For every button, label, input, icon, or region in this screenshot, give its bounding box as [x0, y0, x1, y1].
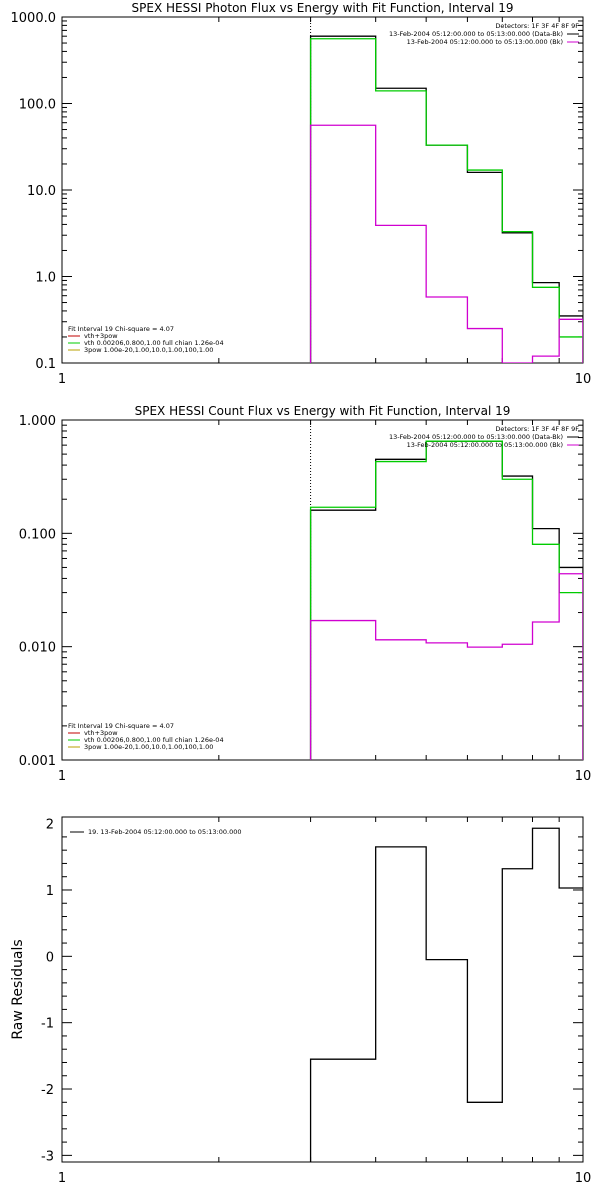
- y-tick-label: 0: [46, 950, 54, 965]
- fit-legend-title: Fit Interval 19 Chi-square = 4.07: [68, 325, 174, 333]
- y-tick-label: 1.000: [19, 414, 56, 429]
- plot-frame: [61, 16, 584, 364]
- y-tick-label: 0.001: [19, 754, 56, 769]
- series-1-histogram: [309, 440, 583, 760]
- y-tick-label: 10.0: [27, 184, 56, 199]
- data-area: [309, 17, 583, 363]
- y-tick-label: -2: [41, 1083, 54, 1098]
- time-range-legend-label: 13-Feb-2004 05:12:00.000 to 05:13:00.000…: [389, 30, 563, 38]
- plot-frame: [61, 816, 584, 1163]
- fit-legend-label: vth+3pow: [84, 729, 118, 737]
- series-3-histogram: [309, 573, 583, 760]
- y-tick-label: 0.010: [19, 641, 56, 656]
- x-tick-label: 10: [575, 372, 592, 387]
- series-1-histogram: [309, 35, 583, 363]
- plot-frame: [61, 419, 584, 761]
- fit-legend-label: vth+3pow: [84, 332, 118, 340]
- y-tick-label: -1: [41, 1017, 54, 1032]
- series-2-histogram: [309, 440, 583, 760]
- y-tick-label: 2: [46, 818, 54, 833]
- fit-legend-title: Fit Interval 19 Chi-square = 4.07: [68, 722, 174, 730]
- residual-legend-label: 19. 13-Feb-2004 05:12:00.000 to 05:13:00…: [88, 828, 241, 836]
- fit-legend-label: vth 0.00206,0.800,1.00 full chian 1.26e-…: [84, 736, 224, 744]
- chart-panel-2: [61, 419, 584, 761]
- y-tick-label: 1000.0: [11, 11, 57, 26]
- chart-panel-3: [61, 816, 584, 1163]
- y-axis-label: Raw Residuals: [10, 939, 26, 1039]
- series-2-histogram: [309, 38, 583, 363]
- y-tick-label: 0.1: [35, 357, 56, 372]
- data-area: [309, 420, 583, 760]
- x-tick-label: 1: [58, 372, 66, 387]
- y-tick-label: 0.100: [19, 527, 56, 542]
- y-tick-label: 1.0: [35, 271, 56, 286]
- x-tick-label: 1: [58, 1171, 66, 1186]
- chart-panel-1: [61, 16, 584, 364]
- data-area: [309, 827, 583, 1162]
- x-tick-label: 10: [575, 1171, 592, 1186]
- fit-legend-label: 3pow 1.00e-20,1.00,10.0,1.00,100,1.00: [84, 743, 213, 751]
- y-tick-label: -3: [41, 1149, 54, 1164]
- fit-legend-label: 3pow 1.00e-20,1.00,10.0,1.00,100,1.00: [84, 346, 213, 354]
- detectors-label: Detectors: 1F 3F 4F 8F 9F: [495, 22, 579, 30]
- detectors-label: Detectors: 1F 3F 4F 8F 9F: [495, 425, 579, 433]
- y-tick-label: 100.0: [19, 98, 56, 113]
- chart-title: SPEX HESSI Count Flux vs Energy with Fit…: [135, 404, 511, 418]
- y-tick-label: 1: [46, 884, 54, 899]
- time-range-legend-label: 13-Feb-2004 05:12:00.000 to 05:13:00.000…: [407, 38, 563, 46]
- time-range-legend-label: 13-Feb-2004 05:12:00.000 to 05:13:00.000…: [407, 441, 563, 449]
- chart-title: SPEX HESSI Photon Flux vs Energy with Fi…: [132, 1, 514, 15]
- series-1-histogram: [309, 827, 583, 1162]
- time-range-legend-label: 13-Feb-2004 05:12:00.000 to 05:13:00.000…: [389, 433, 563, 441]
- series-3-histogram: [309, 124, 583, 363]
- x-tick-label: 1: [58, 769, 66, 784]
- x-tick-label: 10: [575, 769, 592, 784]
- fit-legend-label: vth 0.00206,0.800,1.00 full chian 1.26e-…: [84, 339, 224, 347]
